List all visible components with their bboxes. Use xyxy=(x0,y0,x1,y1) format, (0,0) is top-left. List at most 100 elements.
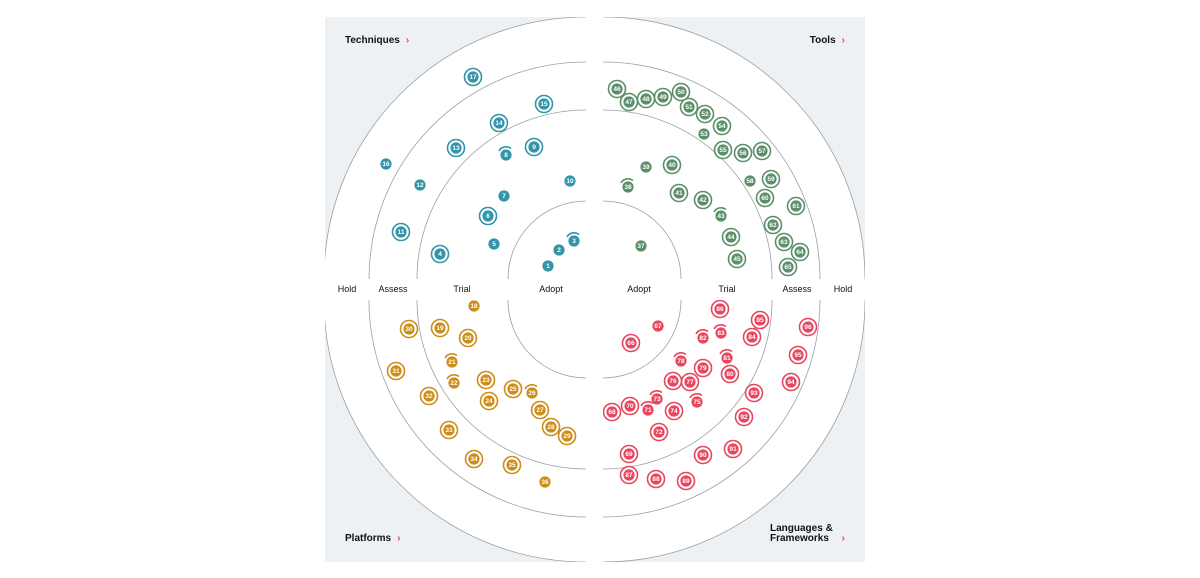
blip-60[interactable]: 60 xyxy=(755,188,775,208)
blip-87[interactable]: 87 xyxy=(619,465,639,485)
blip-44[interactable]: 44 xyxy=(721,227,741,247)
blip-59[interactable]: 59 xyxy=(761,169,781,189)
blip-85[interactable]: 85 xyxy=(750,310,770,330)
blip-17[interactable]: 17 xyxy=(463,67,483,87)
blip-26[interactable]: 26 xyxy=(524,384,538,399)
blip-48[interactable]: 48 xyxy=(636,89,656,109)
blip-5[interactable]: 5 xyxy=(488,238,500,250)
blip-21[interactable]: 21 xyxy=(444,353,458,368)
blip-56[interactable]: 56 xyxy=(733,143,753,163)
blip-81[interactable]: 81 xyxy=(719,349,733,364)
blip-38[interactable]: 38 xyxy=(620,178,634,193)
blip-1[interactable]: 1 xyxy=(542,260,554,272)
blip-80[interactable]: 80 xyxy=(720,364,740,384)
blip-18[interactable]: 18 xyxy=(468,300,480,312)
blip-15[interactable]: 15 xyxy=(534,94,554,114)
blip-16[interactable]: 16 xyxy=(380,158,392,170)
blip-27[interactable]: 27 xyxy=(530,400,550,420)
blip-86[interactable]: 86 xyxy=(710,300,730,319)
blip-67[interactable]: 67 xyxy=(652,320,664,332)
blip-34[interactable]: 34 xyxy=(464,449,484,469)
blip-12[interactable]: 12 xyxy=(414,179,426,191)
blip-77[interactable]: 77 xyxy=(680,372,700,392)
blip-65[interactable]: 65 xyxy=(778,257,798,277)
blip-64[interactable]: 64 xyxy=(790,242,810,262)
blip-90[interactable]: 90 xyxy=(693,445,713,465)
blip-47[interactable]: 47 xyxy=(619,92,639,112)
blip-3[interactable]: 3 xyxy=(566,232,580,247)
blip-33[interactable]: 33 xyxy=(439,420,459,440)
blip-36[interactable]: 36 xyxy=(539,476,551,488)
blip-55[interactable]: 55 xyxy=(713,140,733,160)
blip-52[interactable]: 52 xyxy=(695,104,715,124)
blip-23[interactable]: 23 xyxy=(476,370,496,390)
blip-24[interactable]: 24 xyxy=(479,391,499,411)
quadrant-title-languages[interactable]: Languages & Frameworks › xyxy=(770,524,845,545)
blip-76[interactable]: 76 xyxy=(663,371,683,391)
blip-93[interactable]: 93 xyxy=(744,383,764,403)
blip-43[interactable]: 43 xyxy=(713,207,727,222)
blip-96[interactable]: 96 xyxy=(798,317,818,337)
quadrant-title-tools[interactable]: Tools › xyxy=(810,35,845,46)
quadrant-title-platforms[interactable]: Platforms › xyxy=(345,533,400,544)
blip-2[interactable]: 2 xyxy=(553,244,565,256)
blip-92[interactable]: 92 xyxy=(734,407,754,427)
blip-19[interactable]: 19 xyxy=(430,318,450,338)
blip-66[interactable]: 66 xyxy=(621,333,641,353)
blip-4[interactable]: 4 xyxy=(430,244,450,264)
blip-20[interactable]: 20 xyxy=(458,328,478,348)
blip-41[interactable]: 41 xyxy=(669,183,689,203)
blip-29[interactable]: 29 xyxy=(557,426,577,446)
blip-14[interactable]: 14 xyxy=(489,113,509,133)
blip-46[interactable]: 46 xyxy=(607,79,627,99)
blip-68[interactable]: 68 xyxy=(603,402,622,422)
blip-39[interactable]: 39 xyxy=(640,161,652,173)
blip-45[interactable]: 45 xyxy=(727,249,747,269)
blip-25[interactable]: 25 xyxy=(503,379,523,399)
blip-49[interactable]: 49 xyxy=(653,87,673,107)
blip-54[interactable]: 54 xyxy=(712,116,732,136)
blip-73[interactable]: 73 xyxy=(649,390,663,405)
blip-78[interactable]: 78 xyxy=(673,352,687,367)
blip-72[interactable]: 72 xyxy=(649,422,669,442)
blip-37[interactable]: 37 xyxy=(635,240,647,252)
blip-57[interactable]: 57 xyxy=(752,141,772,161)
blip-28[interactable]: 28 xyxy=(541,417,561,437)
blip-51[interactable]: 51 xyxy=(679,97,699,117)
blip-32[interactable]: 32 xyxy=(419,386,439,406)
blip-31[interactable]: 31 xyxy=(386,361,406,381)
blip-88[interactable]: 88 xyxy=(646,469,666,489)
blip-11[interactable]: 11 xyxy=(391,222,411,242)
blip-70[interactable]: 70 xyxy=(620,396,640,416)
blip-71[interactable]: 71 xyxy=(640,401,654,416)
blip-9[interactable]: 9 xyxy=(524,137,544,157)
blip-8[interactable]: 8 xyxy=(498,146,512,161)
blip-50[interactable]: 50 xyxy=(671,82,691,102)
blip-75[interactable]: 75 xyxy=(689,393,703,408)
blip-74[interactable]: 74 xyxy=(664,401,684,421)
blip-89[interactable]: 89 xyxy=(676,471,696,491)
blip-94[interactable]: 94 xyxy=(781,372,801,392)
blip-69[interactable]: 69 xyxy=(619,444,639,464)
blip-95[interactable]: 95 xyxy=(788,345,808,365)
blip-6[interactable]: 6 xyxy=(478,206,498,226)
blip-7[interactable]: 7 xyxy=(498,190,510,202)
blip-63[interactable]: 63 xyxy=(774,232,794,252)
blip-35[interactable]: 35 xyxy=(502,455,522,475)
blip-82[interactable]: 82 xyxy=(695,329,709,344)
blip-22[interactable]: 22 xyxy=(446,374,460,389)
blip-58[interactable]: 58 xyxy=(744,175,756,187)
quadrant-title-techniques[interactable]: Techniques › xyxy=(345,35,409,46)
blip-42[interactable]: 42 xyxy=(693,190,713,210)
blip-53[interactable]: 53 xyxy=(698,128,710,140)
blip-30[interactable]: 30 xyxy=(399,319,419,339)
blip-83[interactable]: 83 xyxy=(713,324,727,339)
blip-91[interactable]: 91 xyxy=(723,439,743,459)
blip-61[interactable]: 61 xyxy=(786,196,806,216)
blip-40[interactable]: 40 xyxy=(662,155,682,175)
blip-84[interactable]: 84 xyxy=(742,327,762,347)
blip-10[interactable]: 10 xyxy=(564,175,576,187)
blip-79[interactable]: 79 xyxy=(693,358,713,378)
blip-13[interactable]: 13 xyxy=(446,138,466,158)
blip-62[interactable]: 62 xyxy=(763,215,783,235)
